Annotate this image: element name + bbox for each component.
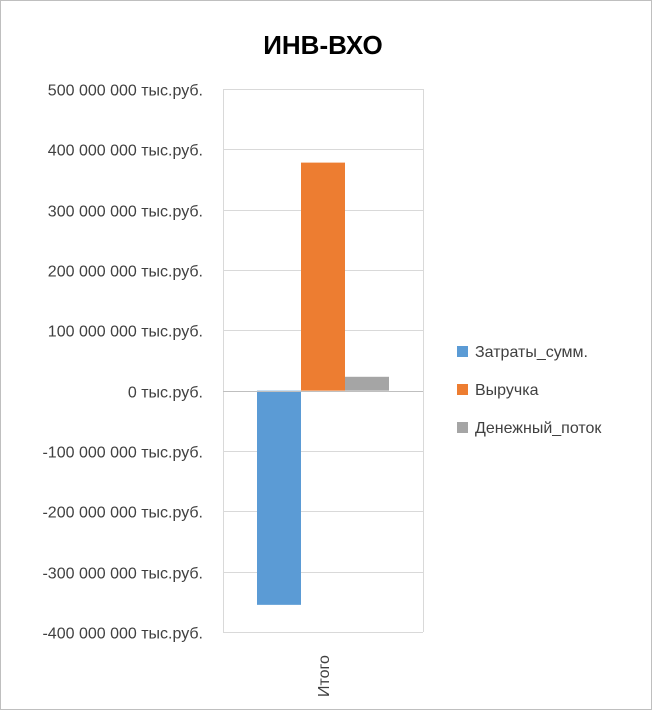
bar-выручка [301,162,345,391]
bar-затраты-сумм [257,390,301,605]
y-tick-label: 400 000 000 тыс.руб. [48,143,203,160]
y-tick-label: -200 000 000 тыс.руб. [42,505,203,522]
bars [257,162,389,605]
y-tick-label: 500 000 000 тыс.руб. [48,83,203,100]
y-tick-label: 300 000 000 тыс.руб. [48,204,203,221]
y-tick-label: 100 000 000 тыс.руб. [48,324,203,341]
bar-денежный-поток [345,376,389,391]
x-axis-category-labels: Итого [316,655,333,697]
legend-swatch [457,346,468,357]
y-axis-tick-labels: 500 000 000 тыс.руб. 400 000 000 тыс.руб.… [42,83,203,643]
y-tick-label: -400 000 000 тыс.руб. [42,626,203,643]
chart-title: ИНВ-ВХО [263,30,383,60]
y-tick-label: 200 000 000 тыс.руб. [48,264,203,281]
y-tick-label: -100 000 000 тыс.руб. [42,445,203,462]
legend-swatch [457,422,468,433]
legend-item-label: Выручка [475,382,539,399]
legend: Затраты_сумм. Выручка Денежный_поток [457,344,602,437]
legend-item-label: Денежный_поток [475,420,602,437]
legend-item-label: Затраты_сумм. [475,344,588,361]
category-label: Итого [316,655,333,697]
y-tick-label: -300 000 000 тыс.руб. [42,566,203,583]
legend-swatch [457,384,468,395]
axes [223,89,424,632]
y-tick-label: 0 тыс.руб. [128,385,203,402]
